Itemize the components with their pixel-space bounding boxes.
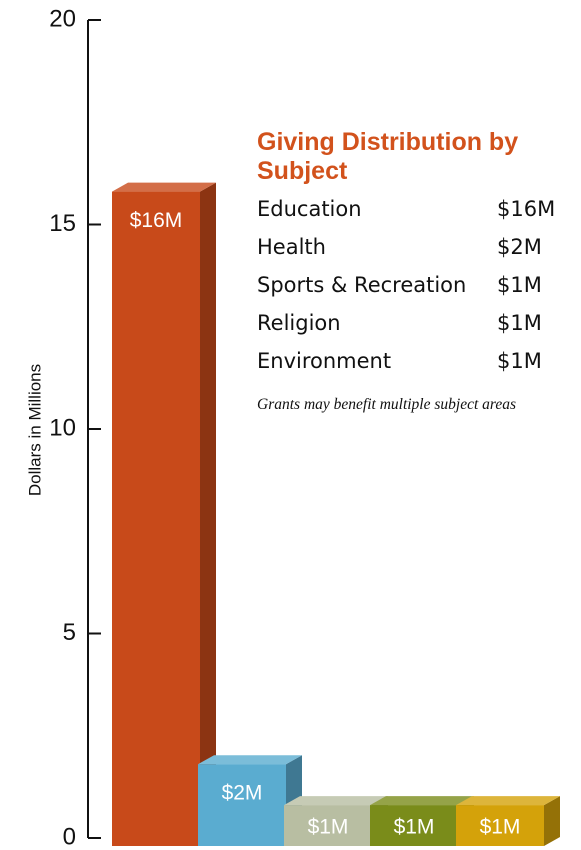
y-axis-label: Dollars in Millions (25, 364, 44, 496)
legend-label: Religion (257, 311, 341, 335)
bar-top (112, 182, 216, 192)
note: Grants may benefit multiple subject area… (257, 396, 517, 413)
legend-row: Health $2M (257, 228, 577, 266)
legend-title: Giving Distribution by Subject (257, 128, 519, 185)
data-label: $1M (308, 816, 349, 839)
data-label: $1M (394, 816, 435, 839)
bar-side (200, 182, 216, 847)
legend-row: Environment $1M (257, 342, 577, 380)
legend-row: Education $16M (257, 190, 577, 228)
legend-label: Environment (257, 349, 392, 373)
legend-value: $1M (497, 311, 542, 335)
legend: Giving Distribution by Subject Education… (257, 128, 577, 414)
y-tick-label: 10 (49, 414, 76, 441)
legend-value: $1M (497, 273, 542, 297)
legend-row: Sports & Recreation $1M (257, 266, 577, 304)
data-label: $16M (130, 209, 183, 232)
bar (112, 191, 200, 847)
y-tick-label: 5 (63, 619, 76, 646)
bar-top (284, 796, 388, 806)
y-tick-label: 15 (49, 210, 76, 237)
bar-top (370, 796, 474, 806)
y-tick-label: 20 (49, 5, 76, 32)
bar-top (198, 755, 302, 765)
bar (198, 764, 286, 846)
bar (456, 805, 544, 846)
bar-side (544, 796, 560, 846)
bar-top (456, 796, 560, 806)
legend-label: Education (257, 197, 362, 221)
legend-value: $2M (497, 235, 542, 259)
legend-value: $1M (497, 349, 542, 373)
legend-label: Sports & Recreation (257, 273, 467, 297)
data-label: $1M (480, 816, 521, 839)
y-tick-label: 0 (63, 823, 76, 850)
legend-row: Religion $1M (257, 304, 577, 342)
legend-label: Health (257, 235, 326, 259)
data-label: $2M (222, 782, 263, 805)
legend-value: $16M (497, 197, 556, 221)
bar (370, 805, 458, 846)
bar (284, 805, 372, 846)
legend-rows: Education $16M Health $2M Sports & Recreatio… (257, 190, 577, 380)
